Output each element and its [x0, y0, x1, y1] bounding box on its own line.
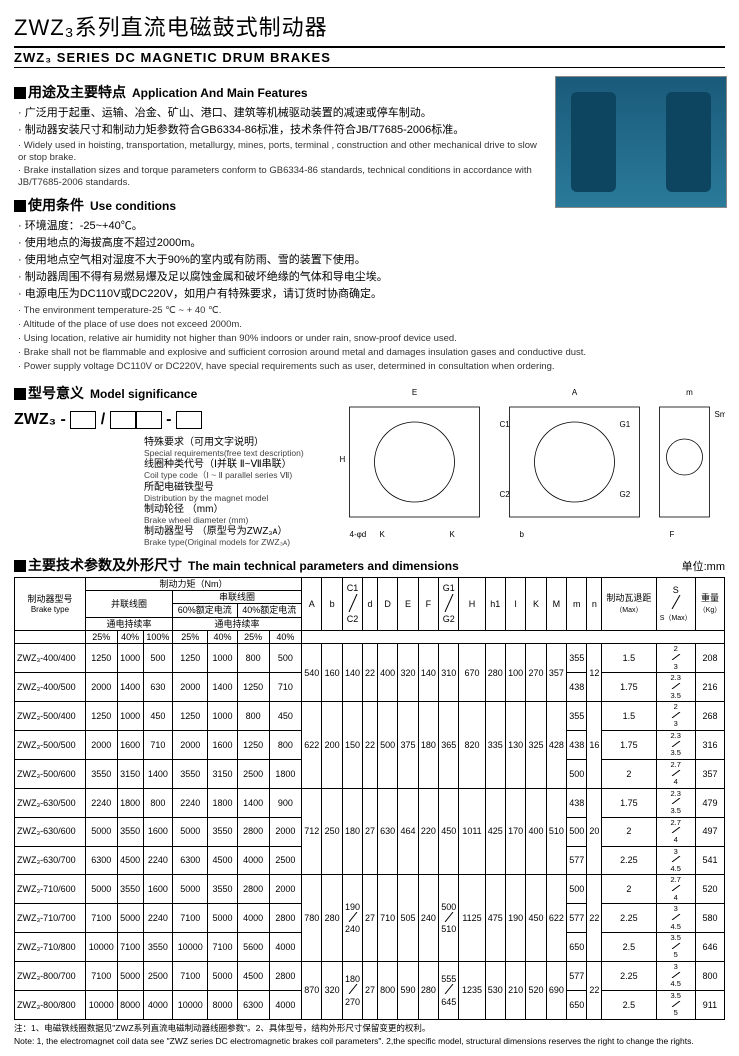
svg-text:C1: C1 — [500, 420, 511, 429]
svg-text:F: F — [670, 530, 675, 539]
svg-text:4-φd: 4-φd — [350, 530, 367, 539]
svg-text:E: E — [412, 388, 417, 397]
unit-label: 单位:mm — [682, 558, 725, 574]
sec2-bullet-en: · Altitude of the place of use does not … — [18, 319, 725, 331]
sec3-header: 型号意义Model significance — [14, 383, 314, 403]
sec1-bullet-en: · Brake installation sizes and torque pa… — [18, 165, 547, 189]
sec2-bullet: · 电源电压为DC110V或DC220V，如用户有特殊要求，请订货时协商确定。 — [18, 287, 547, 302]
svg-text:G2: G2 — [620, 490, 631, 499]
svg-text:K: K — [380, 530, 386, 539]
sec2-bullet: · 制动器周围不得有易燃易爆及足以腐蚀金属和破坏绝缘的气体和导电尘埃。 — [18, 270, 547, 285]
page-subtitle: ZWZ₃ SERIES DC MAGNETIC DRUM BRAKES — [14, 46, 725, 68]
sec1-bullet: · 广泛用于起重、运输、冶金、矿山、港口、建筑等机械驱动装置的减速或停车制动。 — [18, 106, 547, 121]
page-title: ZWZ₃系列直流电磁鼓式制动器 — [14, 10, 725, 42]
svg-text:K: K — [450, 530, 456, 539]
model-code: ZWZ₃ - / - — [14, 411, 314, 429]
svg-text:m: m — [686, 388, 693, 397]
sec2-bullet: · 使用地点空气相对湿度不大于90%的室内或有防雨、雪的装置下使用。 — [18, 253, 547, 268]
table-row: ZWZ₃-630/5002240180080022401800140090071… — [15, 788, 725, 817]
sec2-bullet-en: · The environment temperature-25 ℃ ~ + 4… — [18, 305, 725, 317]
sec1-bullet: · 制动器安装尺寸和制动力矩参数符合GB6334-86标准，技术条件符合JB/T… — [18, 123, 547, 138]
sec1-header: 用途及主要特点Application And Main Features — [14, 82, 547, 102]
svg-text:b: b — [520, 530, 525, 539]
product-photo — [555, 76, 727, 208]
sec2-header: 使用条件Use conditions — [14, 195, 547, 215]
sec2-bullet-en: · Power supply voltage DC110V or DC220V,… — [18, 361, 725, 373]
sec2-bullet-en: · Brake shall not be flammable and explo… — [18, 347, 725, 359]
footnote-cn: 注：1、电磁铁线圈数据见"ZWZ系列直流电磁制动器线圈参数"。2、具体型号，结构… — [14, 1023, 725, 1033]
table-row: ZWZ₃-800/7007100500025007100500045002800… — [15, 962, 725, 991]
svg-text:C2: C2 — [500, 490, 511, 499]
sec2-bullet-en: · Using location, relative air humidity … — [18, 333, 725, 345]
svg-text:Smax: Smax — [715, 410, 726, 419]
model-legend: 特殊要求（可用文字说明）Special requirements(free te… — [14, 437, 314, 548]
svg-text:G1: G1 — [620, 420, 631, 429]
table-row: ZWZ₃-500/4001250100045012501000800450622… — [15, 702, 725, 731]
svg-text:A: A — [572, 388, 578, 397]
footnote-en: Note: 1, the electromagnet coil data see… — [14, 1036, 725, 1046]
sec2-bullet: · 使用地点的海拔高度不超过2000m。 — [18, 236, 547, 251]
table-row: ZWZ₃-710/6005000355016005000355028002000… — [15, 875, 725, 904]
sec4-header: 主要技术参数及外形尺寸The main technical parameters… — [14, 555, 459, 575]
dimension-drawing: E A m H K K b 4-φd F C1 C2 G1 G2 Smax — [314, 377, 725, 547]
sec1-bullet-en: · Widely used in hoisting, transportatio… — [18, 140, 547, 164]
svg-text:H: H — [340, 455, 346, 464]
sec2-bullet: · 环境温度：-25~+40℃。 — [18, 219, 547, 234]
table-row: ZWZ₃-400/4001250100050012501000800500540… — [15, 644, 725, 673]
spec-table: 制动器型号Brake type 制动力矩（Nm） Ab C1C2 dDEF G1… — [14, 577, 725, 1020]
